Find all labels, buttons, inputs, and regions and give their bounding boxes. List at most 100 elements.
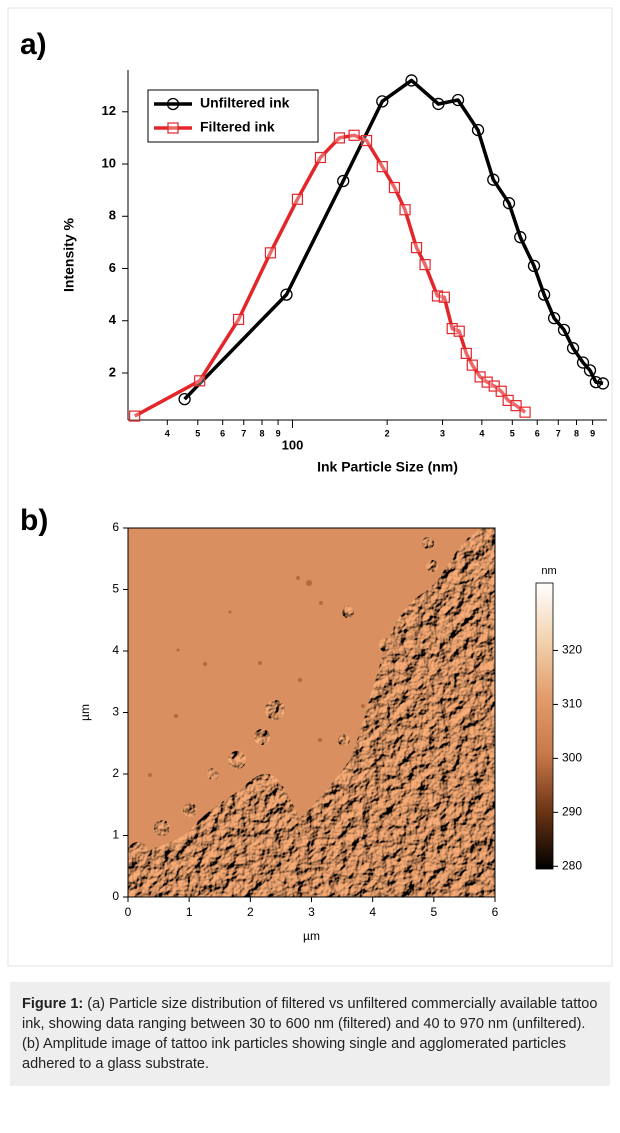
marker xyxy=(129,410,141,422)
x-axis-label: µm xyxy=(303,929,320,943)
marker xyxy=(432,97,445,111)
x-tick-label: 2 xyxy=(385,428,390,438)
x-tick-label: 5 xyxy=(195,428,200,438)
x-axis-label: Ink Particle Size (nm) xyxy=(317,459,458,475)
marker xyxy=(510,400,522,412)
marker xyxy=(547,311,561,325)
marker xyxy=(232,313,245,326)
marker xyxy=(471,123,485,137)
marker xyxy=(376,95,389,108)
x-tick-label: 8 xyxy=(259,428,264,438)
y-tick-label: 3 xyxy=(112,705,119,719)
marker xyxy=(431,290,444,302)
x-tick-label: 7 xyxy=(241,428,246,438)
marker xyxy=(410,242,423,254)
x-tick-label: 1 xyxy=(186,905,193,919)
colorbar-tick-label: 290 xyxy=(562,805,582,819)
marker xyxy=(514,231,527,244)
marker xyxy=(405,74,418,87)
marker xyxy=(337,174,350,188)
marker xyxy=(178,392,191,406)
y-tick-label: 12 xyxy=(102,103,116,118)
x-tick-label: 6 xyxy=(220,428,225,438)
y-tick-label: 6 xyxy=(112,520,119,534)
marker xyxy=(388,181,401,194)
y-tick-label: 8 xyxy=(109,208,116,223)
x-tick-label: 3 xyxy=(308,905,315,919)
marker xyxy=(537,288,551,301)
y-tick-label: 2 xyxy=(109,364,116,379)
marker xyxy=(166,97,180,111)
legend-label: Filtered ink xyxy=(200,119,275,135)
marker xyxy=(576,356,590,369)
marker xyxy=(502,197,516,210)
y-tick-label: 4 xyxy=(109,312,117,327)
marker xyxy=(333,132,345,144)
marker xyxy=(596,377,610,390)
marker xyxy=(446,322,458,335)
y-tick-label: 0 xyxy=(112,889,119,903)
marker xyxy=(583,364,597,377)
marker xyxy=(314,151,327,164)
y-tick-label: 10 xyxy=(102,155,116,170)
marker xyxy=(280,288,293,301)
marker xyxy=(487,173,500,186)
marker xyxy=(194,375,206,387)
marker xyxy=(376,161,388,173)
marker xyxy=(451,93,465,107)
x-tick-label: 8 xyxy=(574,428,579,438)
marker xyxy=(348,129,360,141)
x-tick-label: 0 xyxy=(125,905,132,919)
x-tick-label: 4 xyxy=(165,428,170,438)
marker xyxy=(466,359,478,371)
marker xyxy=(519,406,531,418)
marker xyxy=(419,258,431,271)
x-tick-label: 6 xyxy=(492,905,499,919)
x-tick-label: 2 xyxy=(247,905,254,919)
panel-label: b) xyxy=(20,504,48,537)
colorbar-tick-label: 310 xyxy=(562,697,582,711)
marker xyxy=(527,259,541,273)
y-axis-label: Intensity % xyxy=(61,217,77,291)
x-tick-label: 3 xyxy=(440,428,445,438)
marker xyxy=(264,247,277,259)
colorbar-label: nm xyxy=(541,565,556,577)
x-tick-label: 5 xyxy=(430,905,437,919)
marker xyxy=(453,325,465,337)
marker xyxy=(481,376,493,388)
colorbar xyxy=(535,582,554,870)
y-tick-label: 4 xyxy=(112,643,119,657)
marker xyxy=(589,375,603,389)
x-tick-label: 9 xyxy=(276,428,281,438)
marker xyxy=(460,347,472,359)
y-tick-label: 1 xyxy=(112,828,119,842)
x-tick-label: 4 xyxy=(479,428,484,438)
y-axis-label: µm xyxy=(78,704,92,721)
y-tick-label: 5 xyxy=(112,582,119,596)
caption: Figure 1: (a) Particle size distribution… xyxy=(10,982,610,1086)
series-line xyxy=(133,133,527,418)
marker xyxy=(291,193,304,205)
x-tick-label: 4 xyxy=(369,905,376,919)
marker xyxy=(360,134,373,147)
marker xyxy=(566,342,580,355)
marker xyxy=(438,291,450,303)
afm-image xyxy=(128,528,495,897)
colorbar-tick-label: 300 xyxy=(562,751,582,765)
marker xyxy=(399,204,411,216)
colorbar-tick-label: 280 xyxy=(562,858,582,872)
colorbar-tick-label: 320 xyxy=(562,643,582,657)
x-tick-label: 6 xyxy=(535,428,540,438)
y-tick-label: 2 xyxy=(112,766,119,780)
marker xyxy=(167,122,179,134)
figure-border xyxy=(7,7,613,967)
y-tick-label: 6 xyxy=(109,260,116,275)
x-tick-label: 100 xyxy=(282,437,304,452)
x-tick-label: 5 xyxy=(510,428,515,438)
marker xyxy=(557,323,571,337)
caption-label: Figure 1: xyxy=(22,996,84,1012)
marker xyxy=(495,385,507,397)
panel-label: a) xyxy=(20,28,47,61)
